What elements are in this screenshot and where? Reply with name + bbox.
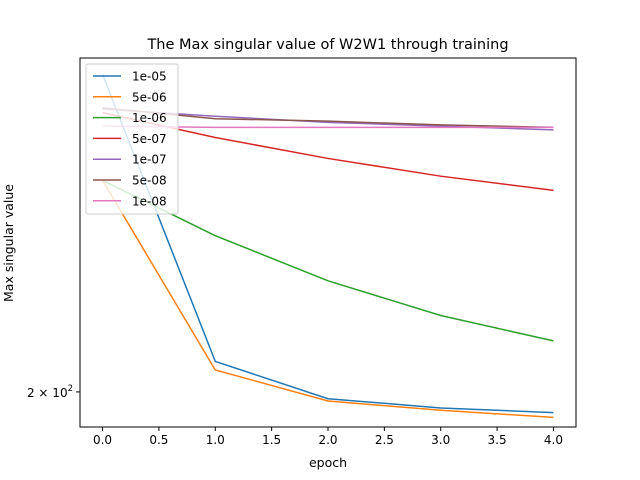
x-tick-label: 1.0: [206, 433, 225, 447]
series-line-1e-05: [101, 74, 554, 414]
chart-title: The Max singular value of W2W1 through t…: [146, 37, 508, 53]
x-tick-label: 4.0: [544, 433, 563, 447]
y-tick-label: 2 × 102: [27, 384, 73, 400]
legend-label-1e-08: 1e-08: [132, 194, 167, 208]
legend-label-5e-06: 5e-06: [132, 90, 167, 104]
legend-label-5e-08: 5e-08: [132, 174, 167, 188]
x-tick-label: 0.0: [93, 433, 112, 447]
x-tick-label: 3.0: [431, 433, 450, 447]
legend-label-5e-07: 5e-07: [132, 132, 167, 146]
legend-label-1e-06: 1e-06: [132, 111, 167, 125]
y-axis-label: Max singular value: [1, 184, 16, 302]
x-tick-label: 3.5: [488, 433, 507, 447]
x-tick-label: 2.5: [375, 433, 394, 447]
x-tick-label: 0.5: [149, 433, 168, 447]
x-axis-label: epoch: [309, 455, 347, 470]
legend-box: [85, 63, 179, 215]
x-tick-label: 1.5: [262, 433, 281, 447]
legend: 1e-05 5e-06 1e-06 5e-07 1e-07 5e-08 1e-08: [85, 63, 179, 215]
legend-label-1e-07: 1e-07: [132, 153, 167, 167]
series-line-1e-06: [102, 179, 554, 342]
x-axis-ticks: 0.0 0.5 1.0 1.5 2.0 2.5 3.0 3.5 4.0: [93, 427, 563, 447]
y-axis-ticks: 2 × 102: [27, 384, 80, 400]
x-tick-label: 2.0: [318, 433, 337, 447]
legend-label-1e-05: 1e-05: [132, 70, 167, 84]
y-tick-label-exponent: 2: [68, 384, 73, 394]
y-tick-label-base: 2 × 10: [27, 386, 68, 400]
series-line-5e-06: [101, 180, 554, 419]
